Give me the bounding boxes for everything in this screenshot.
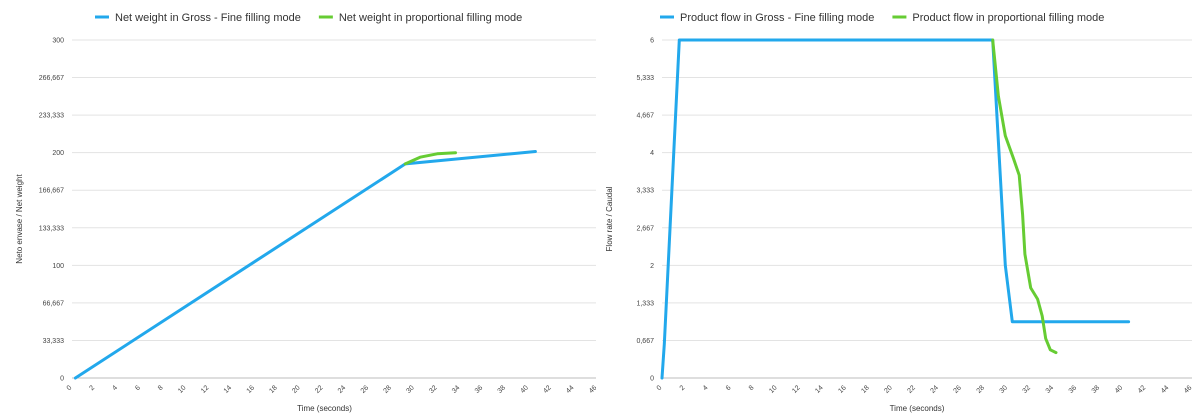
series-line-2 xyxy=(991,38,1058,355)
x-tick-label: 0 xyxy=(656,384,664,392)
x-tick-label: 24 xyxy=(929,384,940,395)
x-tick-label: 26 xyxy=(953,384,964,395)
x-tick-label: 44 xyxy=(1160,384,1171,395)
y-axis-title: Flow rate / Caudal xyxy=(605,186,614,251)
legend-label-2: Product flow in proportional filling mod… xyxy=(912,12,1104,24)
y-tick-label: 0,667 xyxy=(636,338,654,345)
series-line-1 xyxy=(73,150,537,380)
y-tick-label: 66,667 xyxy=(43,300,65,307)
x-tick-label: 34 xyxy=(451,384,462,395)
net-weight-chart: 033,33366,667100133,333166,667200233,333… xyxy=(15,12,596,413)
x-tick-label: 38 xyxy=(497,384,508,395)
y-tick-label: 200 xyxy=(52,150,64,157)
x-tick-label: 42 xyxy=(1137,384,1148,395)
x-tick-label: 32 xyxy=(428,384,439,395)
x-tick-label: 28 xyxy=(976,384,987,395)
x-tick-label: 38 xyxy=(1091,384,1102,395)
x-tick-label: 24 xyxy=(337,384,348,395)
x-tick-label: 32 xyxy=(1022,384,1033,395)
x-tick-label: 12 xyxy=(200,384,211,395)
x-tick-label: 0 xyxy=(66,384,74,392)
y-tick-label: 2 xyxy=(650,263,654,270)
x-tick-label: 46 xyxy=(1183,384,1192,395)
x-tick-label: 6 xyxy=(134,384,142,392)
x-tick-label: 22 xyxy=(906,384,917,395)
x-tick-label: 46 xyxy=(588,384,596,395)
x-tick-label: 2 xyxy=(89,384,97,392)
x-tick-label: 4 xyxy=(111,384,119,392)
x-tick-label: 22 xyxy=(314,384,325,395)
y-tick-label: 5,333 xyxy=(636,75,654,82)
y-tick-label: 300 xyxy=(52,38,64,45)
x-tick-label: 2 xyxy=(679,384,687,392)
y-tick-label: 4 xyxy=(650,150,654,157)
x-tick-label: 10 xyxy=(177,384,188,395)
x-tick-label: 10 xyxy=(768,384,779,395)
x-tick-label: 12 xyxy=(791,384,802,395)
series-line-2 xyxy=(403,151,457,166)
legend-label-1: Product flow in Gross - Fine filling mod… xyxy=(680,12,874,24)
x-axis-title: Time (seconds) xyxy=(297,404,352,413)
y-tick-label: 166,667 xyxy=(39,188,64,195)
series-line-1 xyxy=(660,38,1131,380)
x-tick-label: 8 xyxy=(748,384,756,392)
x-tick-label: 20 xyxy=(883,384,894,395)
y-tick-label: 0 xyxy=(60,376,64,383)
x-tick-label: 14 xyxy=(223,384,234,395)
y-tick-label: 33,333 xyxy=(43,338,65,345)
x-tick-label: 6 xyxy=(725,384,733,392)
x-tick-label: 40 xyxy=(1114,384,1125,395)
x-tick-label: 16 xyxy=(837,384,848,395)
x-tick-label: 14 xyxy=(814,384,825,395)
x-axis-title: Time (seconds) xyxy=(890,404,945,413)
y-tick-label: 4,667 xyxy=(636,113,654,120)
y-tick-label: 3,333 xyxy=(636,188,654,195)
y-tick-label: 0 xyxy=(650,376,654,383)
x-tick-label: 44 xyxy=(565,384,576,395)
y-axis-title: Neto envase / Net weight xyxy=(15,174,24,264)
x-tick-label: 36 xyxy=(1068,384,1079,395)
legend-label-1: Net weight in Gross - Fine filling mode xyxy=(115,12,301,24)
x-tick-label: 40 xyxy=(519,384,530,395)
legend-label-2: Net weight in proportional filling mode xyxy=(339,12,522,24)
x-tick-label: 36 xyxy=(474,384,485,395)
x-tick-label: 34 xyxy=(1045,384,1056,395)
y-tick-label: 133,333 xyxy=(39,225,64,232)
x-tick-label: 42 xyxy=(542,384,553,395)
y-tick-label: 100 xyxy=(52,263,64,270)
x-tick-label: 30 xyxy=(405,384,416,395)
x-tick-label: 8 xyxy=(157,384,165,392)
y-tick-label: 1,333 xyxy=(636,300,654,307)
x-tick-label: 18 xyxy=(860,384,871,395)
x-tick-label: 28 xyxy=(383,384,394,395)
y-tick-label: 6 xyxy=(650,38,654,45)
x-tick-label: 16 xyxy=(246,384,257,395)
x-tick-label: 20 xyxy=(291,384,302,395)
x-tick-label: 4 xyxy=(702,384,710,392)
y-tick-label: 233,333 xyxy=(39,113,64,120)
y-tick-label: 266,667 xyxy=(39,75,64,82)
x-tick-label: 30 xyxy=(999,384,1010,395)
x-tick-label: 26 xyxy=(360,384,371,395)
y-tick-label: 2,667 xyxy=(636,225,654,232)
x-tick-label: 18 xyxy=(268,384,279,395)
